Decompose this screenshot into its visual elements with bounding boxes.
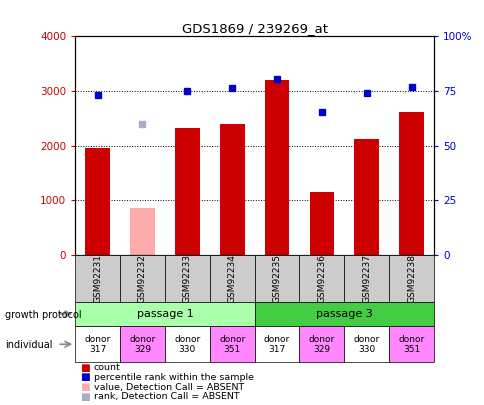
- Text: GSM92234: GSM92234: [227, 254, 236, 303]
- Bar: [309, 192, 333, 255]
- Bar: [175, 128, 199, 255]
- Text: GSM92233: GSM92233: [182, 254, 192, 303]
- FancyBboxPatch shape: [165, 326, 209, 362]
- FancyBboxPatch shape: [254, 255, 299, 302]
- FancyBboxPatch shape: [254, 302, 433, 326]
- Text: donor
330: donor 330: [174, 335, 200, 354]
- Text: percentile rank within the sample: percentile rank within the sample: [93, 373, 253, 382]
- Text: rank, Detection Call = ABSENT: rank, Detection Call = ABSENT: [93, 392, 239, 401]
- Text: passage 1: passage 1: [136, 309, 193, 319]
- Bar: [398, 112, 423, 255]
- FancyBboxPatch shape: [299, 326, 344, 362]
- Text: ■: ■: [80, 363, 90, 373]
- FancyBboxPatch shape: [75, 326, 120, 362]
- FancyBboxPatch shape: [344, 326, 388, 362]
- FancyBboxPatch shape: [209, 326, 254, 362]
- Bar: [130, 208, 154, 255]
- Title: GDS1869 / 239269_at: GDS1869 / 239269_at: [181, 22, 327, 35]
- Text: GSM92231: GSM92231: [93, 254, 102, 303]
- Text: individual: individual: [5, 340, 52, 350]
- FancyBboxPatch shape: [388, 326, 433, 362]
- Bar: [85, 148, 110, 255]
- Text: ■: ■: [80, 382, 90, 392]
- FancyBboxPatch shape: [254, 326, 299, 362]
- Text: GSM92236: GSM92236: [317, 254, 326, 303]
- Text: count: count: [93, 363, 120, 372]
- FancyBboxPatch shape: [75, 302, 254, 326]
- FancyBboxPatch shape: [388, 255, 433, 302]
- Text: growth protocol: growth protocol: [5, 310, 81, 320]
- Text: ■: ■: [80, 373, 90, 382]
- Text: donor
329: donor 329: [308, 335, 334, 354]
- Text: donor
351: donor 351: [219, 335, 245, 354]
- Text: value, Detection Call = ABSENT: value, Detection Call = ABSENT: [93, 383, 243, 392]
- Bar: [354, 139, 378, 255]
- Text: GSM92237: GSM92237: [362, 254, 371, 303]
- Bar: [264, 80, 289, 255]
- Text: donor
330: donor 330: [353, 335, 379, 354]
- FancyBboxPatch shape: [75, 255, 120, 302]
- Text: passage 3: passage 3: [315, 309, 372, 319]
- Text: ■: ■: [80, 392, 90, 402]
- Text: GSM92232: GSM92232: [137, 254, 147, 303]
- FancyBboxPatch shape: [120, 326, 165, 362]
- FancyBboxPatch shape: [120, 255, 165, 302]
- FancyBboxPatch shape: [344, 255, 388, 302]
- Bar: [219, 124, 244, 255]
- FancyBboxPatch shape: [165, 255, 209, 302]
- Text: donor
317: donor 317: [263, 335, 289, 354]
- Text: donor
317: donor 317: [84, 335, 110, 354]
- FancyBboxPatch shape: [299, 255, 344, 302]
- Text: GSM92235: GSM92235: [272, 254, 281, 303]
- Text: GSM92238: GSM92238: [406, 254, 415, 303]
- Text: donor
329: donor 329: [129, 335, 155, 354]
- Text: donor
351: donor 351: [398, 335, 424, 354]
- FancyBboxPatch shape: [209, 255, 254, 302]
